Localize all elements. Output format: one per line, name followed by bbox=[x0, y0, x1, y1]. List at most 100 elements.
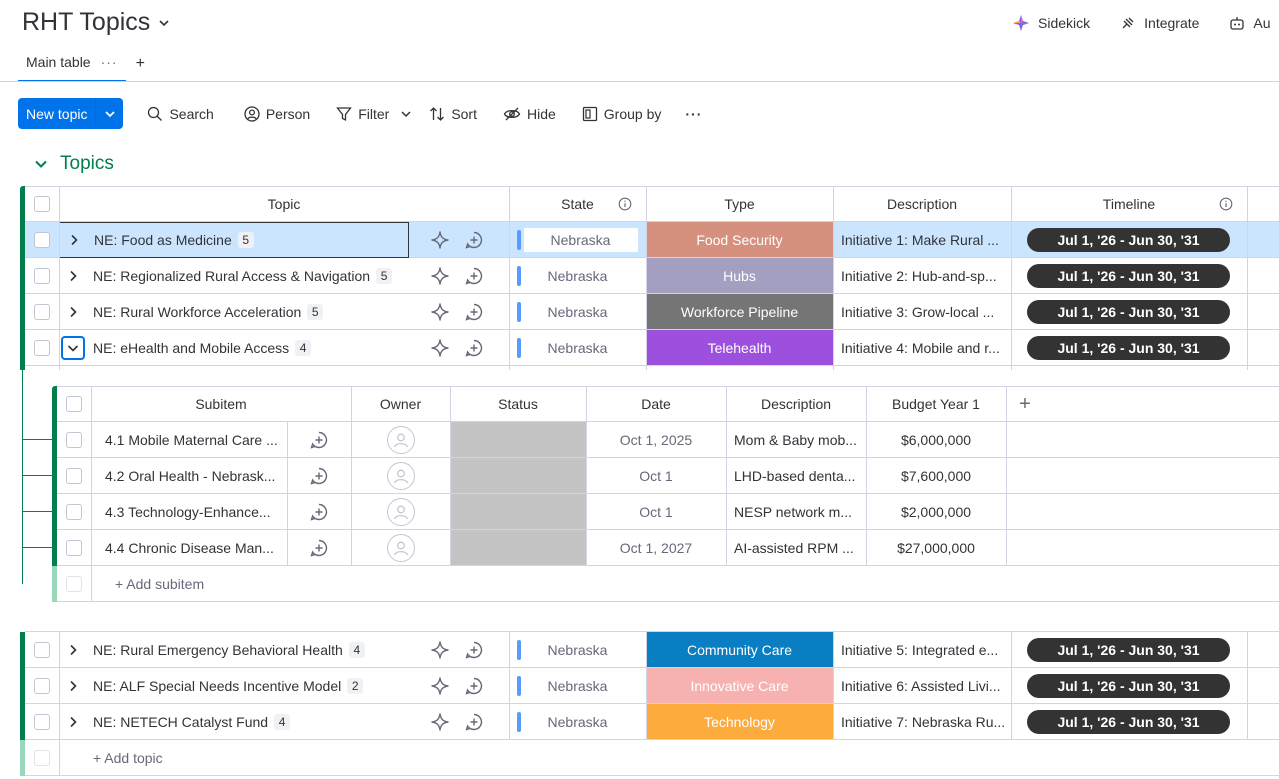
topic-name[interactable]: NE: Rural Emergency Behavioral Health bbox=[93, 642, 343, 658]
row-checkbox[interactable] bbox=[34, 232, 50, 248]
type-status-cell[interactable]: Technology bbox=[646, 704, 833, 739]
expand-chevron-icon[interactable] bbox=[67, 270, 79, 282]
add-update-icon[interactable] bbox=[309, 502, 329, 522]
subitem-checkbox[interactable] bbox=[66, 504, 82, 520]
add-update-icon[interactable] bbox=[464, 640, 484, 660]
topic-name-cell[interactable]: NE: Food as Medicine 5 bbox=[59, 222, 409, 258]
add-update-icon[interactable] bbox=[464, 266, 484, 286]
budget-cell[interactable]: $2,000,000 bbox=[900, 504, 972, 520]
expand-chevron-icon[interactable] bbox=[67, 716, 79, 728]
subitem-description-cell[interactable]: Mom & Baby mob... bbox=[734, 432, 857, 448]
subitem-update-cell[interactable] bbox=[287, 422, 351, 458]
timeline-pill[interactable]: Jul 1, '26 - Jun 30, '31 bbox=[1027, 228, 1230, 252]
owner-cell[interactable] bbox=[351, 494, 450, 530]
subitem-column-header-subitem[interactable]: Subitem bbox=[91, 387, 351, 421]
subitem-update-cell[interactable] bbox=[287, 530, 351, 566]
row-checkbox[interactable] bbox=[34, 678, 50, 694]
budget-cell[interactable]: $27,000,000 bbox=[897, 540, 975, 556]
state-cell[interactable]: Nebraska bbox=[509, 704, 646, 740]
row-checkbox[interactable] bbox=[34, 642, 50, 658]
owner-avatar[interactable] bbox=[386, 498, 415, 526]
topic-name-cell[interactable]: NE: ALF Special Needs Incentive Model 2 bbox=[59, 668, 409, 704]
owner-avatar[interactable] bbox=[386, 534, 415, 562]
hide-button[interactable]: Hide bbox=[503, 106, 556, 122]
timeline-pill[interactable]: Jul 1, '26 - Jun 30, '31 bbox=[1027, 710, 1230, 734]
row-checkbox-cell[interactable] bbox=[25, 294, 59, 330]
topic-name[interactable]: NE: Rural Workforce Acceleration bbox=[93, 304, 302, 320]
integrate-button[interactable]: Integrate bbox=[1120, 15, 1199, 31]
search-button[interactable]: Search bbox=[147, 106, 214, 122]
type-status-cell[interactable]: Food Security bbox=[646, 222, 833, 257]
subitem-name-cell[interactable]: 4.3 Technology-Enhance... bbox=[91, 494, 287, 530]
subitem-checkbox-cell[interactable] bbox=[57, 458, 91, 494]
add-update-icon[interactable] bbox=[309, 466, 329, 486]
add-update-icon[interactable] bbox=[464, 338, 484, 358]
new-topic-dropdown[interactable] bbox=[95, 98, 123, 129]
add-update-icon[interactable] bbox=[309, 538, 329, 558]
topic-name-cell[interactable]: NE: Rural Workforce Acceleration 5 bbox=[59, 294, 409, 330]
row-checkbox-cell[interactable] bbox=[25, 704, 59, 740]
subitem-name-cell[interactable]: 4.4 Chronic Disease Man... bbox=[91, 530, 287, 566]
add-update-icon[interactable] bbox=[309, 430, 329, 450]
owner-cell[interactable] bbox=[351, 458, 450, 494]
row-checkbox[interactable] bbox=[34, 340, 50, 356]
row-checkbox-cell[interactable] bbox=[25, 258, 59, 294]
status-cell[interactable] bbox=[450, 458, 586, 493]
topic-name[interactable]: NE: Food as Medicine bbox=[94, 232, 232, 248]
subitem-description-cell[interactable]: AI-assisted RPM ... bbox=[734, 540, 854, 556]
date-cell[interactable]: Oct 1 bbox=[639, 468, 673, 484]
ai-sparkle-icon[interactable] bbox=[430, 640, 450, 660]
add-update-icon[interactable] bbox=[464, 230, 484, 250]
subitem-column-header-owner[interactable]: Owner bbox=[351, 387, 450, 421]
group-title[interactable]: Topics bbox=[60, 153, 114, 174]
expand-chevron-icon[interactable] bbox=[68, 234, 80, 246]
subitem-checkbox-cell[interactable] bbox=[57, 530, 91, 566]
expand-subitems-button[interactable] bbox=[62, 228, 86, 252]
add-view-button[interactable]: + bbox=[135, 55, 145, 72]
subitem-description-cell[interactable]: LHD-based denta... bbox=[734, 468, 856, 484]
add-subitem-button[interactable]: + Add subitem bbox=[115, 576, 205, 592]
timeline-pill[interactable]: Jul 1, '26 - Jun 30, '31 bbox=[1027, 336, 1230, 360]
type-status-cell[interactable]: Hubs bbox=[646, 258, 833, 293]
subitem-update-cell[interactable] bbox=[287, 494, 351, 530]
description-cell[interactable]: Initiative 3: Grow-local ... bbox=[833, 294, 1011, 330]
subitems-select-all-checkbox[interactable] bbox=[66, 396, 82, 412]
ai-sparkle-icon[interactable] bbox=[430, 712, 450, 732]
collapse-subitems-button[interactable] bbox=[61, 336, 85, 360]
description-cell[interactable]: Initiative 7: Nebraska Ru... bbox=[833, 704, 1011, 740]
subitem-checkbox-cell[interactable] bbox=[57, 494, 91, 530]
type-status-cell[interactable]: Telehealth bbox=[646, 330, 833, 365]
date-cell[interactable]: Oct 1, 2027 bbox=[619, 540, 693, 556]
row-checkbox-cell[interactable] bbox=[25, 330, 59, 366]
timeline-pill[interactable]: Jul 1, '26 - Jun 30, '31 bbox=[1027, 300, 1230, 324]
topic-name[interactable]: NE: eHealth and Mobile Access bbox=[93, 340, 290, 356]
subitem-name[interactable]: 4.2 Oral Health - Nebrask... bbox=[105, 468, 276, 484]
owner-cell[interactable] bbox=[351, 530, 450, 566]
description-cell[interactable]: Initiative 4: Mobile and r... bbox=[833, 330, 1011, 366]
ai-sparkle-icon[interactable] bbox=[430, 302, 450, 322]
subitem-column-header-status[interactable]: Status bbox=[450, 387, 586, 421]
owner-avatar[interactable] bbox=[386, 462, 415, 490]
description-cell[interactable]: Initiative 6: Assisted Livi... bbox=[833, 668, 1011, 704]
collapse-group-icon[interactable] bbox=[34, 157, 48, 171]
add-column-button[interactable]: + bbox=[1019, 392, 1031, 415]
status-cell[interactable] bbox=[450, 422, 586, 457]
ai-sparkle-icon[interactable] bbox=[430, 230, 450, 250]
select-all-checkbox-cell[interactable] bbox=[25, 187, 59, 221]
add-update-icon[interactable] bbox=[464, 712, 484, 732]
more-actions-button[interactable]: ··· bbox=[685, 105, 703, 122]
description-cell[interactable]: Initiative 5: Integrated e... bbox=[833, 632, 1011, 668]
board-title[interactable]: RHT Topics bbox=[22, 8, 170, 37]
subitem-checkbox-cell[interactable] bbox=[57, 422, 91, 458]
subitem-checkbox[interactable] bbox=[66, 432, 82, 448]
column-header-timeline[interactable]: Timeline bbox=[1011, 187, 1247, 221]
type-status-cell[interactable]: Innovative Care bbox=[646, 668, 833, 703]
subitems-select-all-cell[interactable] bbox=[57, 386, 91, 422]
description-cell[interactable]: Initiative 1: Make Rural ... bbox=[833, 222, 1011, 258]
new-topic-label[interactable]: New topic bbox=[26, 105, 88, 122]
state-cell[interactable]: Nebraska bbox=[509, 632, 646, 668]
timeline-pill[interactable]: Jul 1, '26 - Jun 30, '31 bbox=[1027, 264, 1230, 288]
column-header-type[interactable]: Type bbox=[646, 187, 833, 221]
state-cell[interactable]: Nebraska bbox=[509, 668, 646, 704]
state-cell[interactable]: Nebraska bbox=[509, 294, 646, 330]
